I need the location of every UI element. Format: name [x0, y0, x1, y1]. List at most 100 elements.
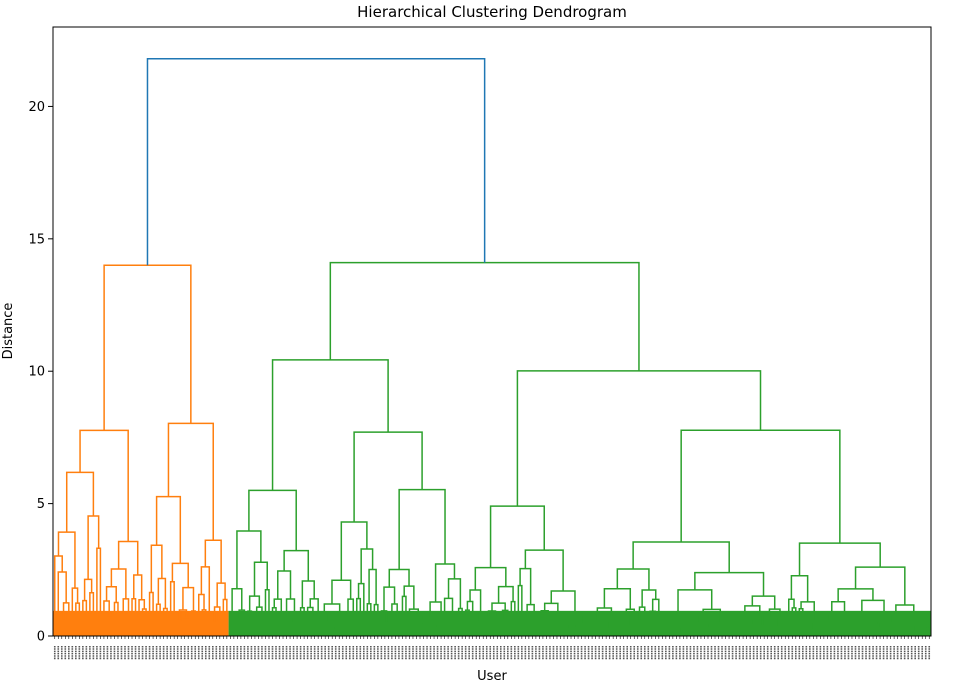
dendrogram-link — [605, 612, 611, 630]
dendrogram-link — [661, 612, 667, 630]
dendrogram-link — [636, 612, 643, 622]
dendrogram-link — [837, 612, 843, 626]
dendrogram-link — [694, 571, 765, 597]
dendrogram-link — [540, 610, 549, 621]
dendrogram-link — [469, 589, 482, 614]
dendrogram-link — [333, 612, 340, 630]
dendrogram-link — [413, 616, 423, 628]
dendrogram-link — [464, 609, 470, 613]
dendrogram-link — [197, 593, 205, 613]
dendrogram-link — [573, 612, 579, 630]
dendrogram-link — [394, 612, 400, 616]
chart-title: Hierarchical Clustering Dendrogram — [357, 3, 627, 21]
dendrogram-link — [301, 580, 315, 608]
dendrogram-link — [264, 589, 270, 613]
dendrogram-link — [247, 610, 253, 613]
dendrogram-link — [457, 607, 463, 613]
dendrogram-link — [162, 607, 168, 613]
dendrogram-link — [766, 612, 772, 619]
dendrogram-link — [474, 566, 507, 590]
dendrogram-link — [632, 541, 730, 573]
dendrogram-link — [798, 607, 804, 613]
dendrogram-link — [204, 539, 222, 584]
dendrogram-link — [131, 597, 137, 613]
dendrogram-link — [176, 612, 182, 622]
dendrogram-link — [732, 627, 743, 632]
dendrogram-link — [54, 555, 63, 613]
dendrogram-link — [917, 612, 923, 635]
dendrogram-link — [477, 612, 484, 622]
dendrogram-link — [96, 547, 102, 613]
dendrogram-link — [360, 548, 374, 584]
dendrogram-link — [340, 521, 368, 581]
dendrogram-link — [117, 540, 139, 576]
dendrogram-link — [808, 619, 821, 625]
dendrogram-link — [865, 612, 871, 632]
dendrogram-link — [388, 568, 410, 588]
dendrogram-link — [87, 515, 100, 580]
dendrogram-link — [702, 608, 722, 623]
dendrogram-link — [575, 612, 583, 629]
dendrogram-link — [133, 574, 143, 600]
dendrogram-link — [216, 582, 226, 607]
dendrogram-link — [510, 600, 516, 613]
dendrogram-link — [500, 612, 506, 621]
dendrogram-link — [566, 612, 572, 630]
dendrogram-link — [584, 612, 592, 632]
dendrogram-link — [837, 588, 874, 602]
dendrogram-link — [62, 602, 70, 621]
dendrogram-link — [331, 612, 337, 631]
dendrogram-link — [222, 598, 228, 613]
dendrogram-link — [323, 603, 341, 617]
dendrogram-link — [366, 603, 372, 613]
dendrogram-link — [384, 612, 390, 625]
dendrogram-link — [238, 609, 246, 619]
dendrogram-link — [105, 585, 117, 603]
dendrogram-link — [647, 612, 653, 621]
dendrogram-link — [150, 544, 163, 593]
dendrogram-link — [516, 370, 762, 507]
dendrogram-link — [501, 609, 509, 620]
dendrogram-link — [545, 612, 551, 621]
dendrogram-link — [594, 612, 600, 623]
dendrogram-link — [447, 612, 453, 623]
dendrogram-link — [775, 616, 785, 628]
dendrogram-link — [875, 612, 881, 629]
dendrogram-link — [707, 612, 713, 629]
dendrogram-link — [491, 602, 506, 612]
dendrogram-link — [816, 612, 823, 628]
x-axis-label: User — [477, 669, 507, 684]
dendrogram-link — [408, 608, 419, 618]
dendrogram-link — [229, 612, 235, 614]
dendrogram-link — [433, 612, 439, 631]
dendrogram-link — [716, 621, 725, 630]
dendrogram-link — [190, 610, 196, 613]
dendrogram-link — [403, 585, 415, 610]
dendrogram-link — [603, 588, 632, 610]
dendrogram-link — [57, 571, 67, 613]
dendrogram-link — [443, 597, 454, 616]
dendrogram-link — [889, 612, 895, 624]
dendrogram-link — [680, 429, 841, 544]
dendrogram-link — [880, 611, 888, 623]
dendrogram-link — [679, 612, 685, 634]
dendrogram-link — [728, 612, 734, 635]
dendrogram-link — [331, 579, 352, 605]
dendrogram-link — [854, 566, 906, 606]
plot-frame — [52, 26, 932, 637]
dendrogram-link — [596, 607, 613, 622]
dendrogram-link — [550, 590, 576, 616]
dendrogram-link — [271, 607, 277, 613]
dendrogram-link — [103, 600, 110, 617]
dendrogram-link — [651, 598, 660, 613]
dendrogram-link — [283, 549, 310, 582]
dendrogram-link — [65, 471, 95, 533]
dendrogram-link — [83, 578, 93, 601]
dendrogram-link — [805, 612, 813, 631]
dendrogram-link — [587, 612, 593, 633]
dendrogram-link — [148, 591, 154, 613]
dendrogram-link — [626, 612, 632, 627]
dendrogram-link — [278, 612, 284, 618]
dendrogram-link — [285, 598, 296, 618]
dendrogram-link — [552, 612, 558, 627]
